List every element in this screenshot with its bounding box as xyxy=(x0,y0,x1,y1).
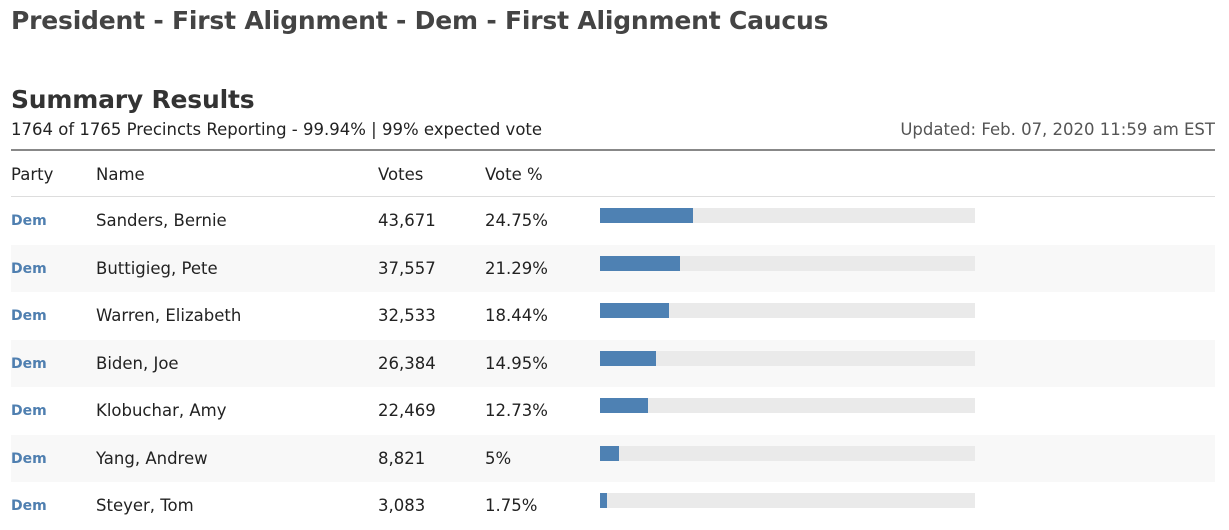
table-row: Dem Buttigieg, Pete 37,557 21.29% xyxy=(11,244,1215,292)
vote-percent: 14.95% xyxy=(485,353,548,373)
party-label: Dem xyxy=(11,498,47,514)
vote-percent: 21.29% xyxy=(485,258,548,278)
vote-share-bar xyxy=(600,255,680,271)
candidate-name: Klobuchar, Amy xyxy=(96,401,227,420)
vote-share-bar xyxy=(600,303,670,318)
party-label: Dem xyxy=(11,308,47,324)
vote-share-bar-track xyxy=(600,208,975,223)
vote-count: 43,671 xyxy=(378,211,436,230)
vote-count: 37,557 xyxy=(378,258,436,278)
table-row: Dem Yang, Andrew 8,821 5% xyxy=(11,434,1215,482)
vote-share-bar-track xyxy=(600,493,975,508)
column-header-vote-pct: Vote % xyxy=(485,165,543,184)
party-label: Dem xyxy=(11,355,47,372)
candidate-name: Buttigieg, Pete xyxy=(96,258,218,278)
table-row: Dem Biden, Joe 26,384 14.95% xyxy=(11,339,1215,387)
candidate-name: Steyer, Tom xyxy=(96,496,194,515)
party-label: Dem xyxy=(11,213,47,229)
table-row: Dem Sanders, Bernie 43,671 24.75% xyxy=(11,197,1215,245)
summary-title: Summary Results xyxy=(11,85,255,114)
vote-share-bar-track xyxy=(600,350,975,366)
vote-percent: 24.75% xyxy=(485,211,548,230)
table-row: Dem Warren, Elizabeth 32,533 18.44% xyxy=(11,292,1215,340)
table-row: Dem Steyer, Tom 3,083 1.75% xyxy=(11,482,1215,530)
precincts-reporting: 1764 of 1765 Precincts Reporting - 99.94… xyxy=(11,120,543,139)
updated-timestamp: Updated: Feb. 07, 2020 11:59 am EST xyxy=(900,120,1215,139)
column-header-name: Name xyxy=(96,165,145,184)
party-label: Dem xyxy=(11,450,47,467)
vote-share-bar xyxy=(600,493,607,508)
table-row: Dem Klobuchar, Amy 22,469 12.73% xyxy=(11,387,1215,435)
vote-share-bar-track xyxy=(600,445,975,461)
column-header-votes: Votes xyxy=(378,165,424,184)
candidate-name: Biden, Joe xyxy=(96,353,179,373)
header-divider xyxy=(11,149,1215,151)
results-table-body: Dem Sanders, Bernie 43,671 24.75% Dem Bu… xyxy=(11,197,1215,530)
candidate-name: Warren, Elizabeth xyxy=(96,306,242,325)
vote-count: 3,083 xyxy=(378,496,426,515)
vote-share-bar-track xyxy=(600,398,975,413)
vote-share-bar xyxy=(600,398,648,413)
party-label: Dem xyxy=(11,403,47,419)
page-title: President - First Alignment - Dem - Firs… xyxy=(11,6,829,35)
vote-share-bar xyxy=(600,445,619,461)
candidate-name: Yang, Andrew xyxy=(96,448,208,468)
vote-percent: 18.44% xyxy=(485,306,548,325)
vote-count: 8,821 xyxy=(378,448,426,468)
vote-share-bar xyxy=(600,208,693,223)
vote-percent: 12.73% xyxy=(485,401,548,420)
candidate-name: Sanders, Bernie xyxy=(96,211,227,230)
vote-share-bar-track xyxy=(600,255,975,271)
party-label: Dem xyxy=(11,260,47,277)
results-table-header: Party Name Votes Vote % xyxy=(11,151,1215,197)
vote-percent: 5% xyxy=(485,448,512,468)
vote-count: 32,533 xyxy=(378,306,436,325)
vote-percent: 1.75% xyxy=(485,496,538,515)
vote-count: 22,469 xyxy=(378,401,436,420)
vote-share-bar-track xyxy=(600,303,975,318)
column-header-party: Party xyxy=(11,165,54,184)
vote-count: 26,384 xyxy=(378,353,436,373)
vote-share-bar xyxy=(600,350,657,366)
